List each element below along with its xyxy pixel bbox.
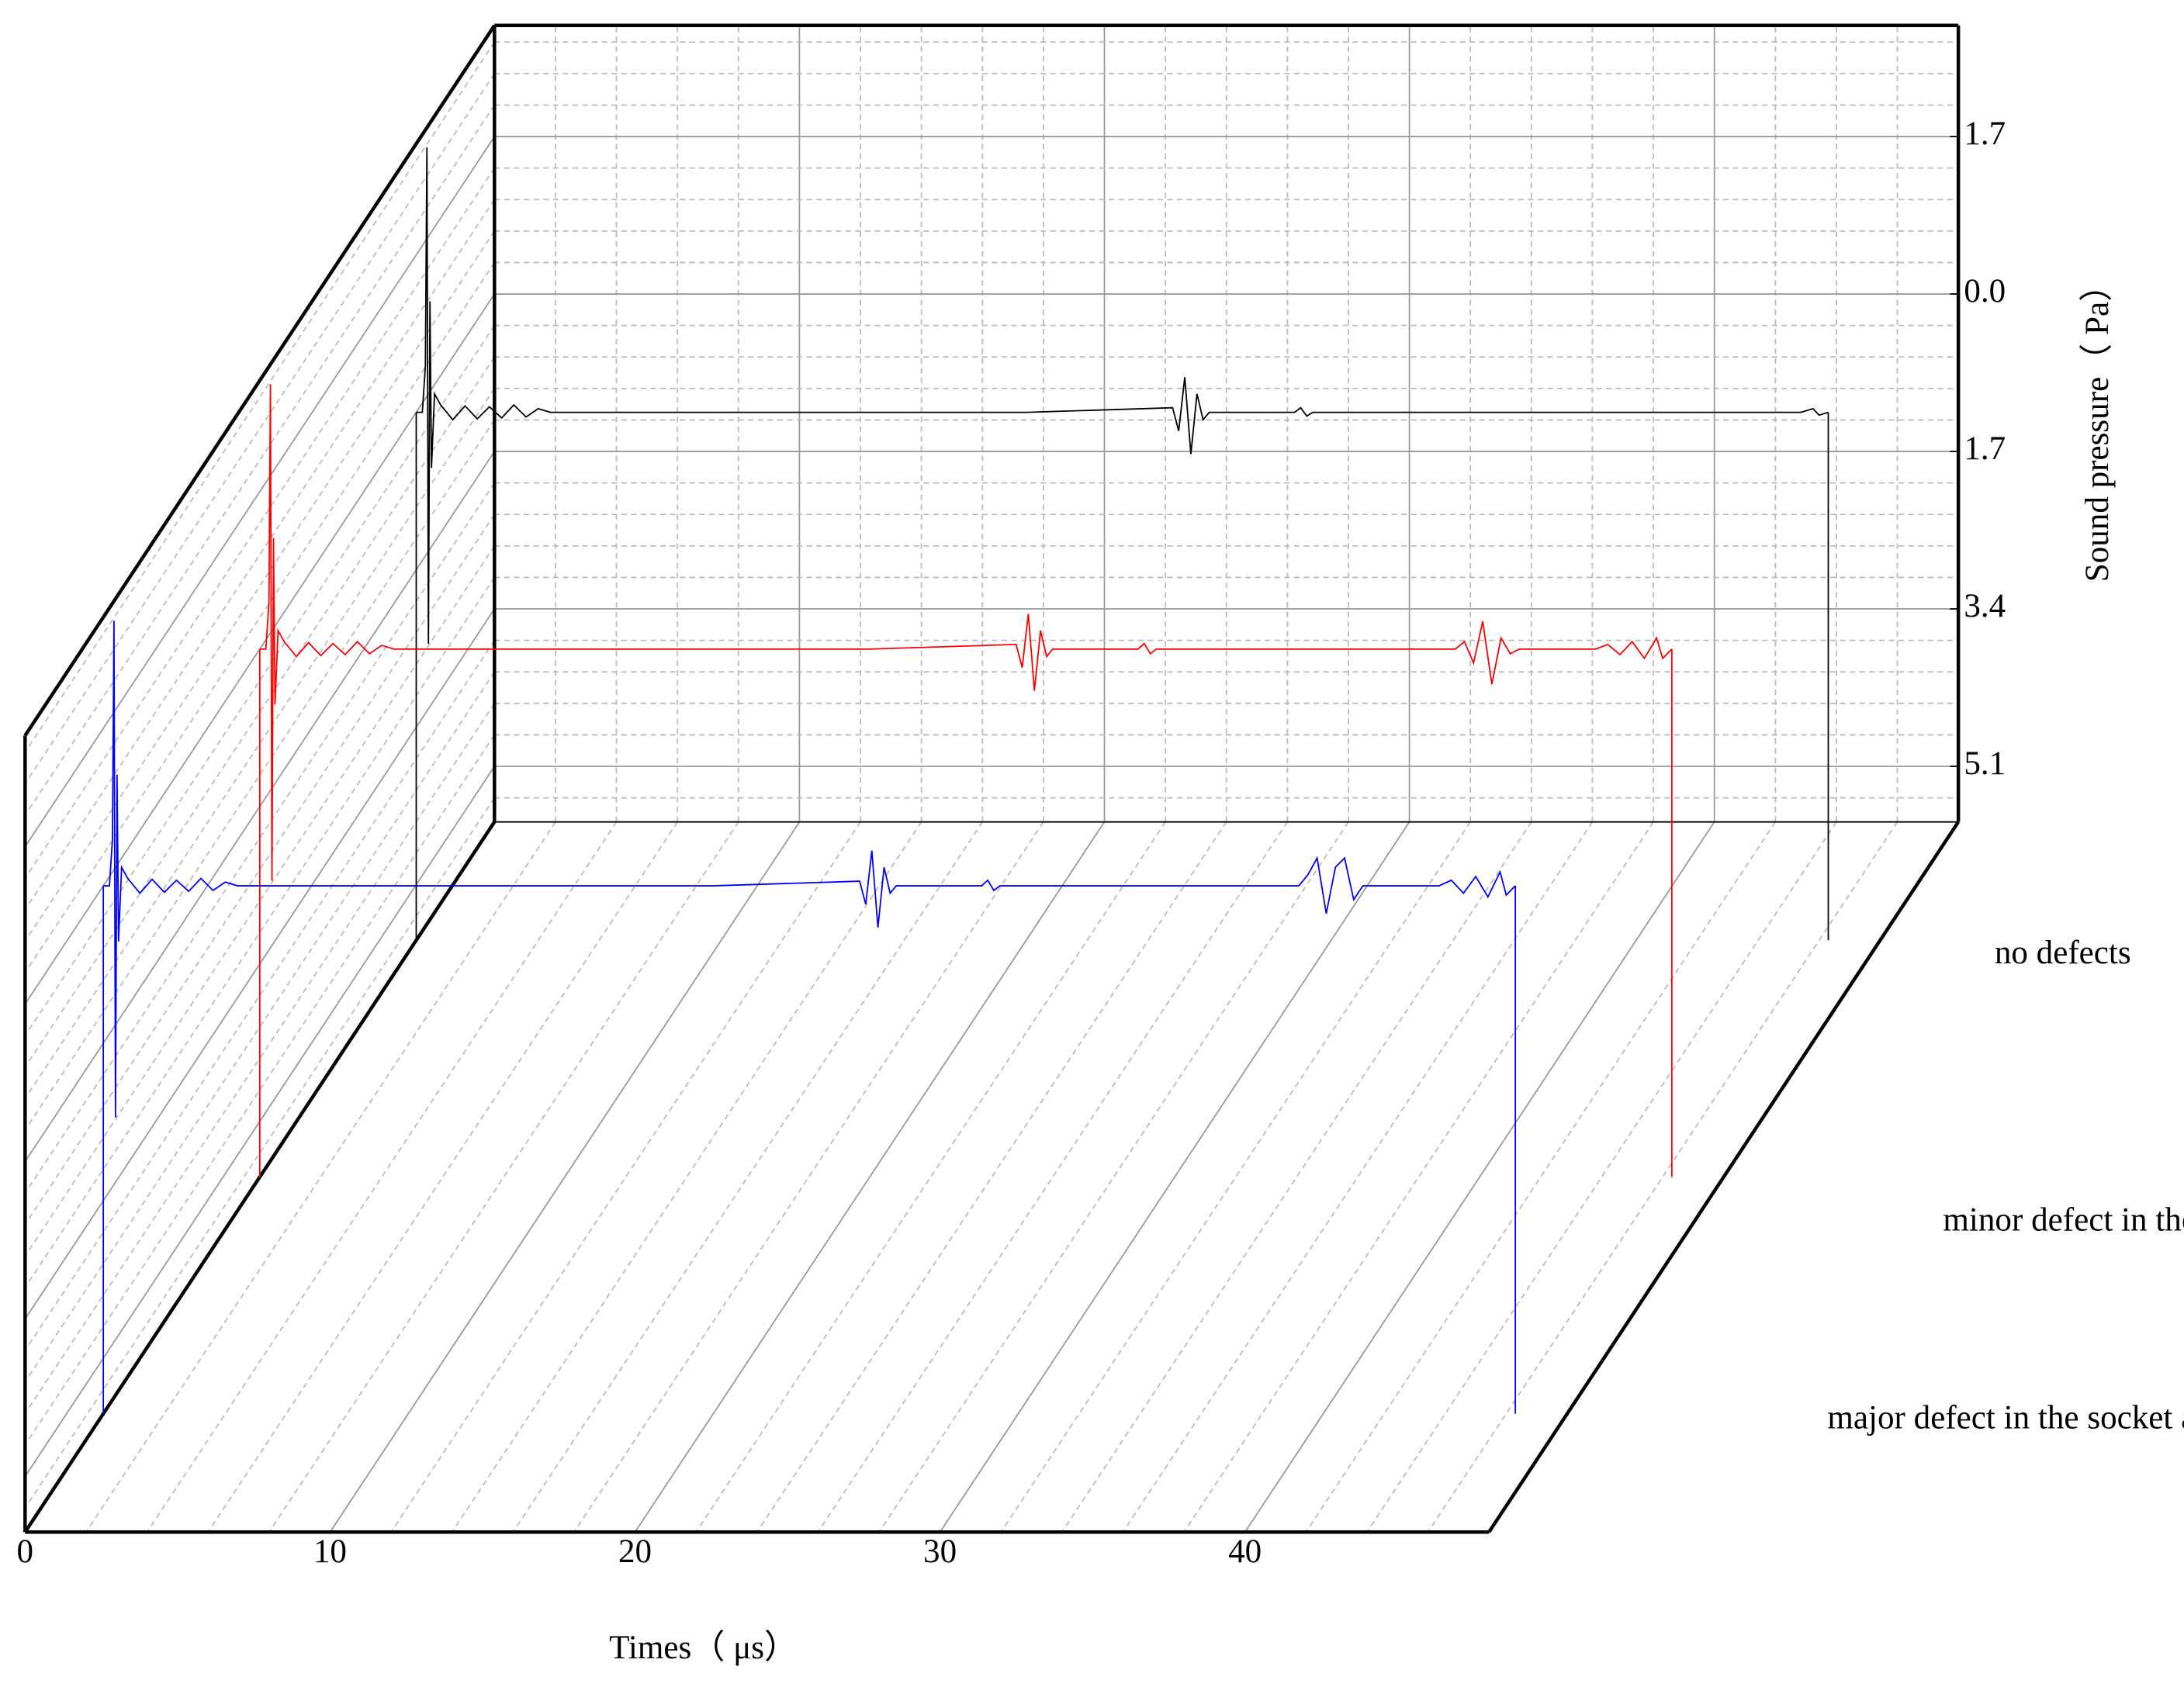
series-label: no defects xyxy=(1995,935,2131,971)
x-tick-label: 0 xyxy=(17,1533,34,1570)
minor-grid-line xyxy=(207,821,678,1533)
minor-grid-line xyxy=(24,41,496,753)
minor-grid-line xyxy=(268,821,739,1533)
minor-grid-line xyxy=(451,821,922,1533)
minor-grid-line xyxy=(573,821,1044,1533)
minor-grid-line xyxy=(146,821,618,1533)
axis-frame xyxy=(1487,821,1961,1533)
minor-grid-line xyxy=(1305,821,1777,1533)
grid-line xyxy=(329,821,801,1533)
grid-line xyxy=(634,821,1106,1533)
x-tick-label: 30 xyxy=(923,1533,957,1570)
series-line xyxy=(259,384,1673,881)
minor-grid-line xyxy=(1122,821,1594,1533)
minor-grid-line xyxy=(512,821,984,1533)
minor-grid-line xyxy=(1427,821,1898,1533)
minor-grid-line xyxy=(85,821,556,1533)
minor-grid-line xyxy=(1000,821,1471,1533)
axis-frame xyxy=(23,24,497,737)
minor-grid-line xyxy=(1061,821,1532,1533)
minor-grid-line xyxy=(817,821,1289,1533)
y-tick-label: 1.7 xyxy=(1964,116,2006,152)
x-axis-label: Times（ μs） xyxy=(609,1630,798,1666)
minor-grid-line xyxy=(695,821,1166,1533)
x-tick-label: 40 xyxy=(1228,1533,1262,1570)
minor-grid-line xyxy=(1366,821,1837,1533)
minor-grid-line xyxy=(878,821,1349,1533)
grid-line xyxy=(939,821,1410,1533)
x-tick-label: 10 xyxy=(313,1533,347,1570)
minor-grid-line xyxy=(24,104,496,816)
y-tick-label: 1.7 xyxy=(1964,430,2006,467)
minor-grid-line xyxy=(24,168,496,879)
x-tick-label: 20 xyxy=(618,1533,652,1570)
y-tick-label: 0.0 xyxy=(1964,273,2006,309)
minor-grid-line xyxy=(24,230,496,942)
minor-grid-line xyxy=(756,821,1227,1533)
y-tick-label: 3.4 xyxy=(1964,588,2006,624)
minor-grid-line xyxy=(24,73,496,784)
series-label: minor defect in the socket area xyxy=(1943,1202,2184,1239)
grid-line xyxy=(1244,821,1715,1533)
y-tick-label: 5.1 xyxy=(1964,745,2006,782)
grid-line xyxy=(24,136,496,848)
series-label: major defect in the socket area xyxy=(1827,1400,2184,1436)
minor-grid-line xyxy=(24,261,496,973)
series-line xyxy=(103,621,1516,1118)
minor-grid-line xyxy=(24,199,496,911)
minor-grid-line xyxy=(1183,821,1654,1533)
y-axis-label: Sound pressure（ Pa） xyxy=(2079,268,2116,582)
series-line xyxy=(416,147,1829,645)
minor-grid-line xyxy=(390,821,861,1533)
